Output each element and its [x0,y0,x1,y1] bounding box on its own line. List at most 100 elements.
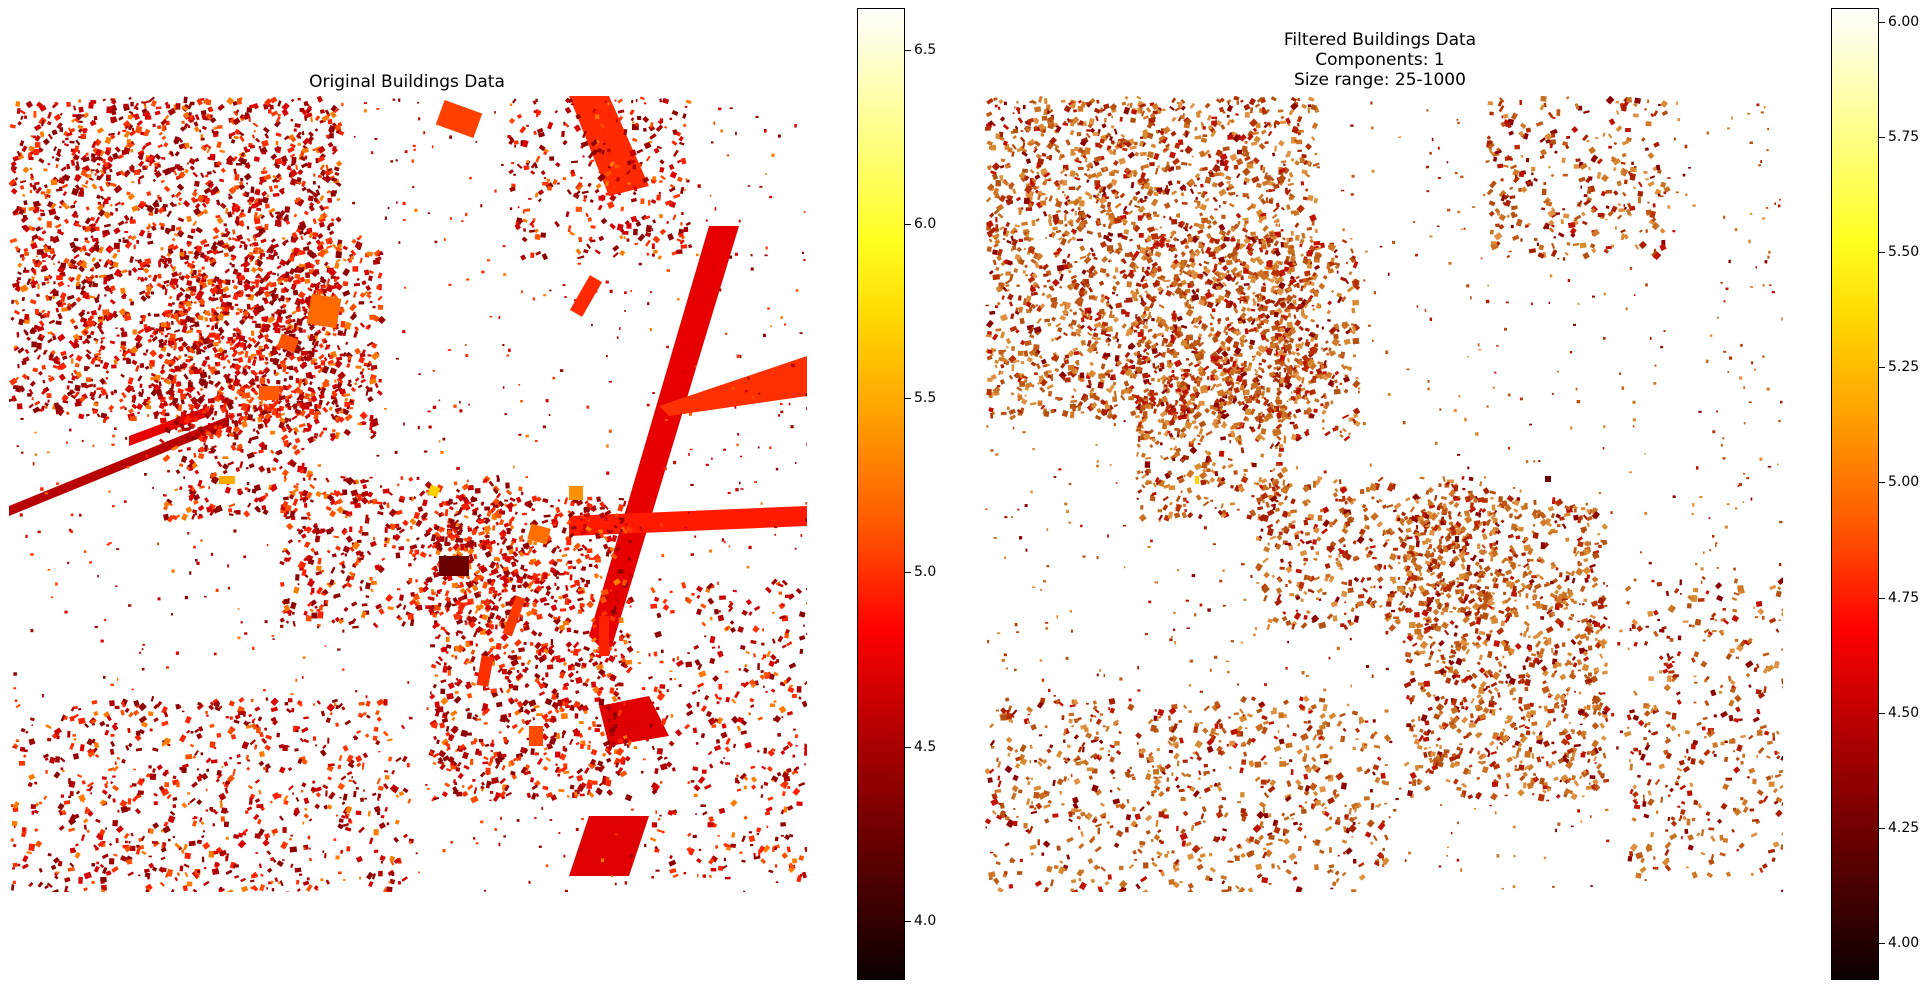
building-cell [199,367,202,371]
building-cell [359,579,365,585]
building-cell [365,595,370,599]
building-cell [278,421,286,429]
building-cell [508,117,516,125]
building-cell [367,810,371,817]
building-cell [324,109,330,116]
building-cell [352,734,359,741]
building-cell [82,245,87,252]
building-cell [272,243,280,249]
building-cell [441,500,445,505]
building-cell [231,237,236,241]
building-cell [118,307,127,316]
building-cell [608,161,616,168]
building-cell [295,197,305,207]
building-cell [436,588,442,594]
building-cell [313,885,319,891]
building-cell [635,221,642,227]
building-cell [455,677,459,681]
building-cell [573,791,579,797]
building-cell [206,249,213,255]
building-cell [292,289,299,296]
building-cell [255,429,260,435]
building-cell [374,564,381,571]
building-cell [167,243,175,250]
building-cell [88,785,94,792]
building-cell [138,715,148,724]
building-cell [514,223,522,231]
building-cell [319,195,325,202]
building-cell [17,347,25,354]
building-cell [114,201,121,207]
building-cell [255,281,260,288]
building-cell [280,155,288,163]
building-cell [74,362,80,368]
building-cell [533,162,538,169]
building-cell [9,237,18,244]
building-cell [645,239,651,247]
building-cell [101,166,108,172]
building-cell [243,720,250,727]
building-cell [131,266,138,274]
building-cell [97,841,104,848]
building-cell [718,683,723,690]
building-cell [260,238,267,244]
building-cell [151,221,157,227]
building-cell [588,557,595,560]
building-cell [92,282,98,288]
building-cell [582,130,587,139]
building-cell [356,495,363,502]
building-cell [333,328,336,332]
building-cell [107,181,112,186]
building-cell [70,706,76,712]
building-cell [91,140,97,149]
building-cell [667,233,675,241]
building-cell [223,821,229,828]
building-cell [312,358,317,362]
building-cell [40,268,46,273]
building-cell [285,314,293,320]
building-cell [326,245,333,249]
building-cell [672,149,679,158]
building-cell [47,399,50,403]
building-cell [110,390,115,396]
building-cell [384,775,390,780]
building-cell [369,433,377,440]
building-cell [269,349,279,357]
building-cell [186,729,191,734]
building-cell [160,322,168,328]
building-cell [562,139,568,146]
building-cell [500,535,506,541]
building-cell [212,808,219,815]
building-cell [157,394,164,400]
building-cell [537,572,541,577]
building-cell [150,695,155,702]
building-cell [211,417,215,421]
building-cell [617,503,625,512]
building-cell [63,715,68,721]
building-cell [84,252,91,257]
building-cell [237,761,241,765]
building-cell [463,764,470,770]
building-cell [499,576,503,581]
building-cell [222,244,229,249]
building-cell [652,175,657,181]
building-cell [337,243,343,249]
building-cell [316,700,321,705]
building-cell [541,676,546,682]
building-cell [22,855,29,863]
building-cell [432,613,437,618]
building-cell [201,856,205,863]
building-cell [96,175,102,181]
building-cell [570,583,576,589]
building-cell [484,550,492,558]
building-cell [307,350,313,355]
building-cell [154,207,159,215]
building-cell [69,258,77,265]
building-cell [342,489,348,496]
building-cell [335,722,340,727]
building-cell [470,497,478,503]
building-cell [236,234,244,241]
building-cell [640,198,645,205]
building-cell [91,183,98,190]
building-cell [268,300,275,306]
